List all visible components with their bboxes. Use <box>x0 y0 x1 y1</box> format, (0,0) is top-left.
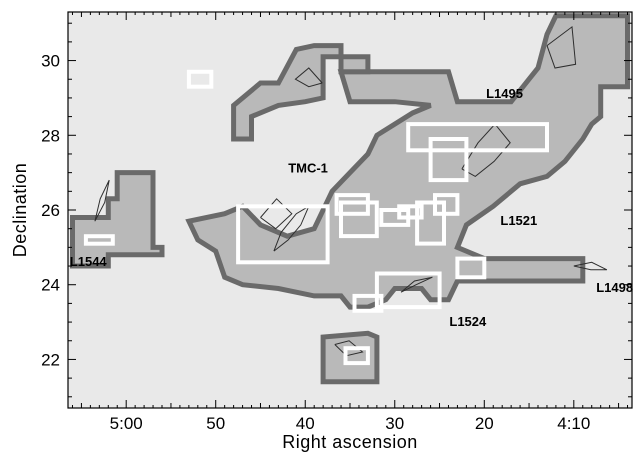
field-box-2 <box>428 137 469 183</box>
contour-3 <box>573 261 608 271</box>
y-tick-label: 22 <box>41 350 60 369</box>
label-l1498: L1498 <box>596 280 633 295</box>
y-tick-label: 26 <box>41 201 60 220</box>
field-box-3 <box>236 204 330 265</box>
y-tick-label: 28 <box>41 126 60 145</box>
x-tick-label: 5:00 <box>110 414 143 433</box>
field-box-8 <box>433 193 460 216</box>
contour-4 <box>546 25 577 69</box>
label-l1495: L1495 <box>486 86 523 101</box>
cloud-labels: L1495 TMC-1 L1521 L1544 L1524 L1498 <box>70 86 633 329</box>
label-l1524: L1524 <box>449 314 487 329</box>
field-box-7 <box>415 200 447 246</box>
y-axis-title: Declination <box>10 163 30 258</box>
region-main-complex <box>185 13 630 310</box>
contour-2 <box>400 276 433 293</box>
field-box-13 <box>83 234 115 246</box>
x-tick-label: 30 <box>385 414 404 433</box>
label-tmc-1: TMC-1 <box>288 161 328 176</box>
region-south-patch <box>320 330 380 385</box>
field-boxes <box>83 69 550 366</box>
y-tick-label: 30 <box>41 52 60 71</box>
y-tick-label: 24 <box>41 276 60 295</box>
contour-lines <box>94 25 608 357</box>
region-north-arm <box>231 43 371 142</box>
contour-7 <box>334 340 364 357</box>
field-box-14 <box>379 208 411 227</box>
x-axis-ticks: 5:00 50 40 30 20 4:10 <box>71 12 629 433</box>
x-tick-label: 4:10 <box>557 414 590 433</box>
field-box-9 <box>455 256 487 280</box>
field-box-12 <box>343 346 370 366</box>
field-box-0 <box>186 69 214 89</box>
x-axis-title: Right ascension <box>282 432 418 452</box>
label-l1521: L1521 <box>500 213 537 228</box>
field-box-5 <box>339 200 379 239</box>
field-box-1 <box>406 122 550 153</box>
x-tick-label: 50 <box>206 414 225 433</box>
contour-5 <box>294 67 323 88</box>
contour-1 <box>461 123 511 178</box>
x-tick-label: 20 <box>475 414 494 433</box>
field-box-11 <box>374 271 442 310</box>
label-l1544: L1544 <box>70 254 108 269</box>
field-box-10 <box>352 293 384 313</box>
x-tick-label: 40 <box>296 414 315 433</box>
contour-6 <box>94 179 110 222</box>
y-axis-ticks: 22 24 26 28 30 <box>41 22 632 398</box>
